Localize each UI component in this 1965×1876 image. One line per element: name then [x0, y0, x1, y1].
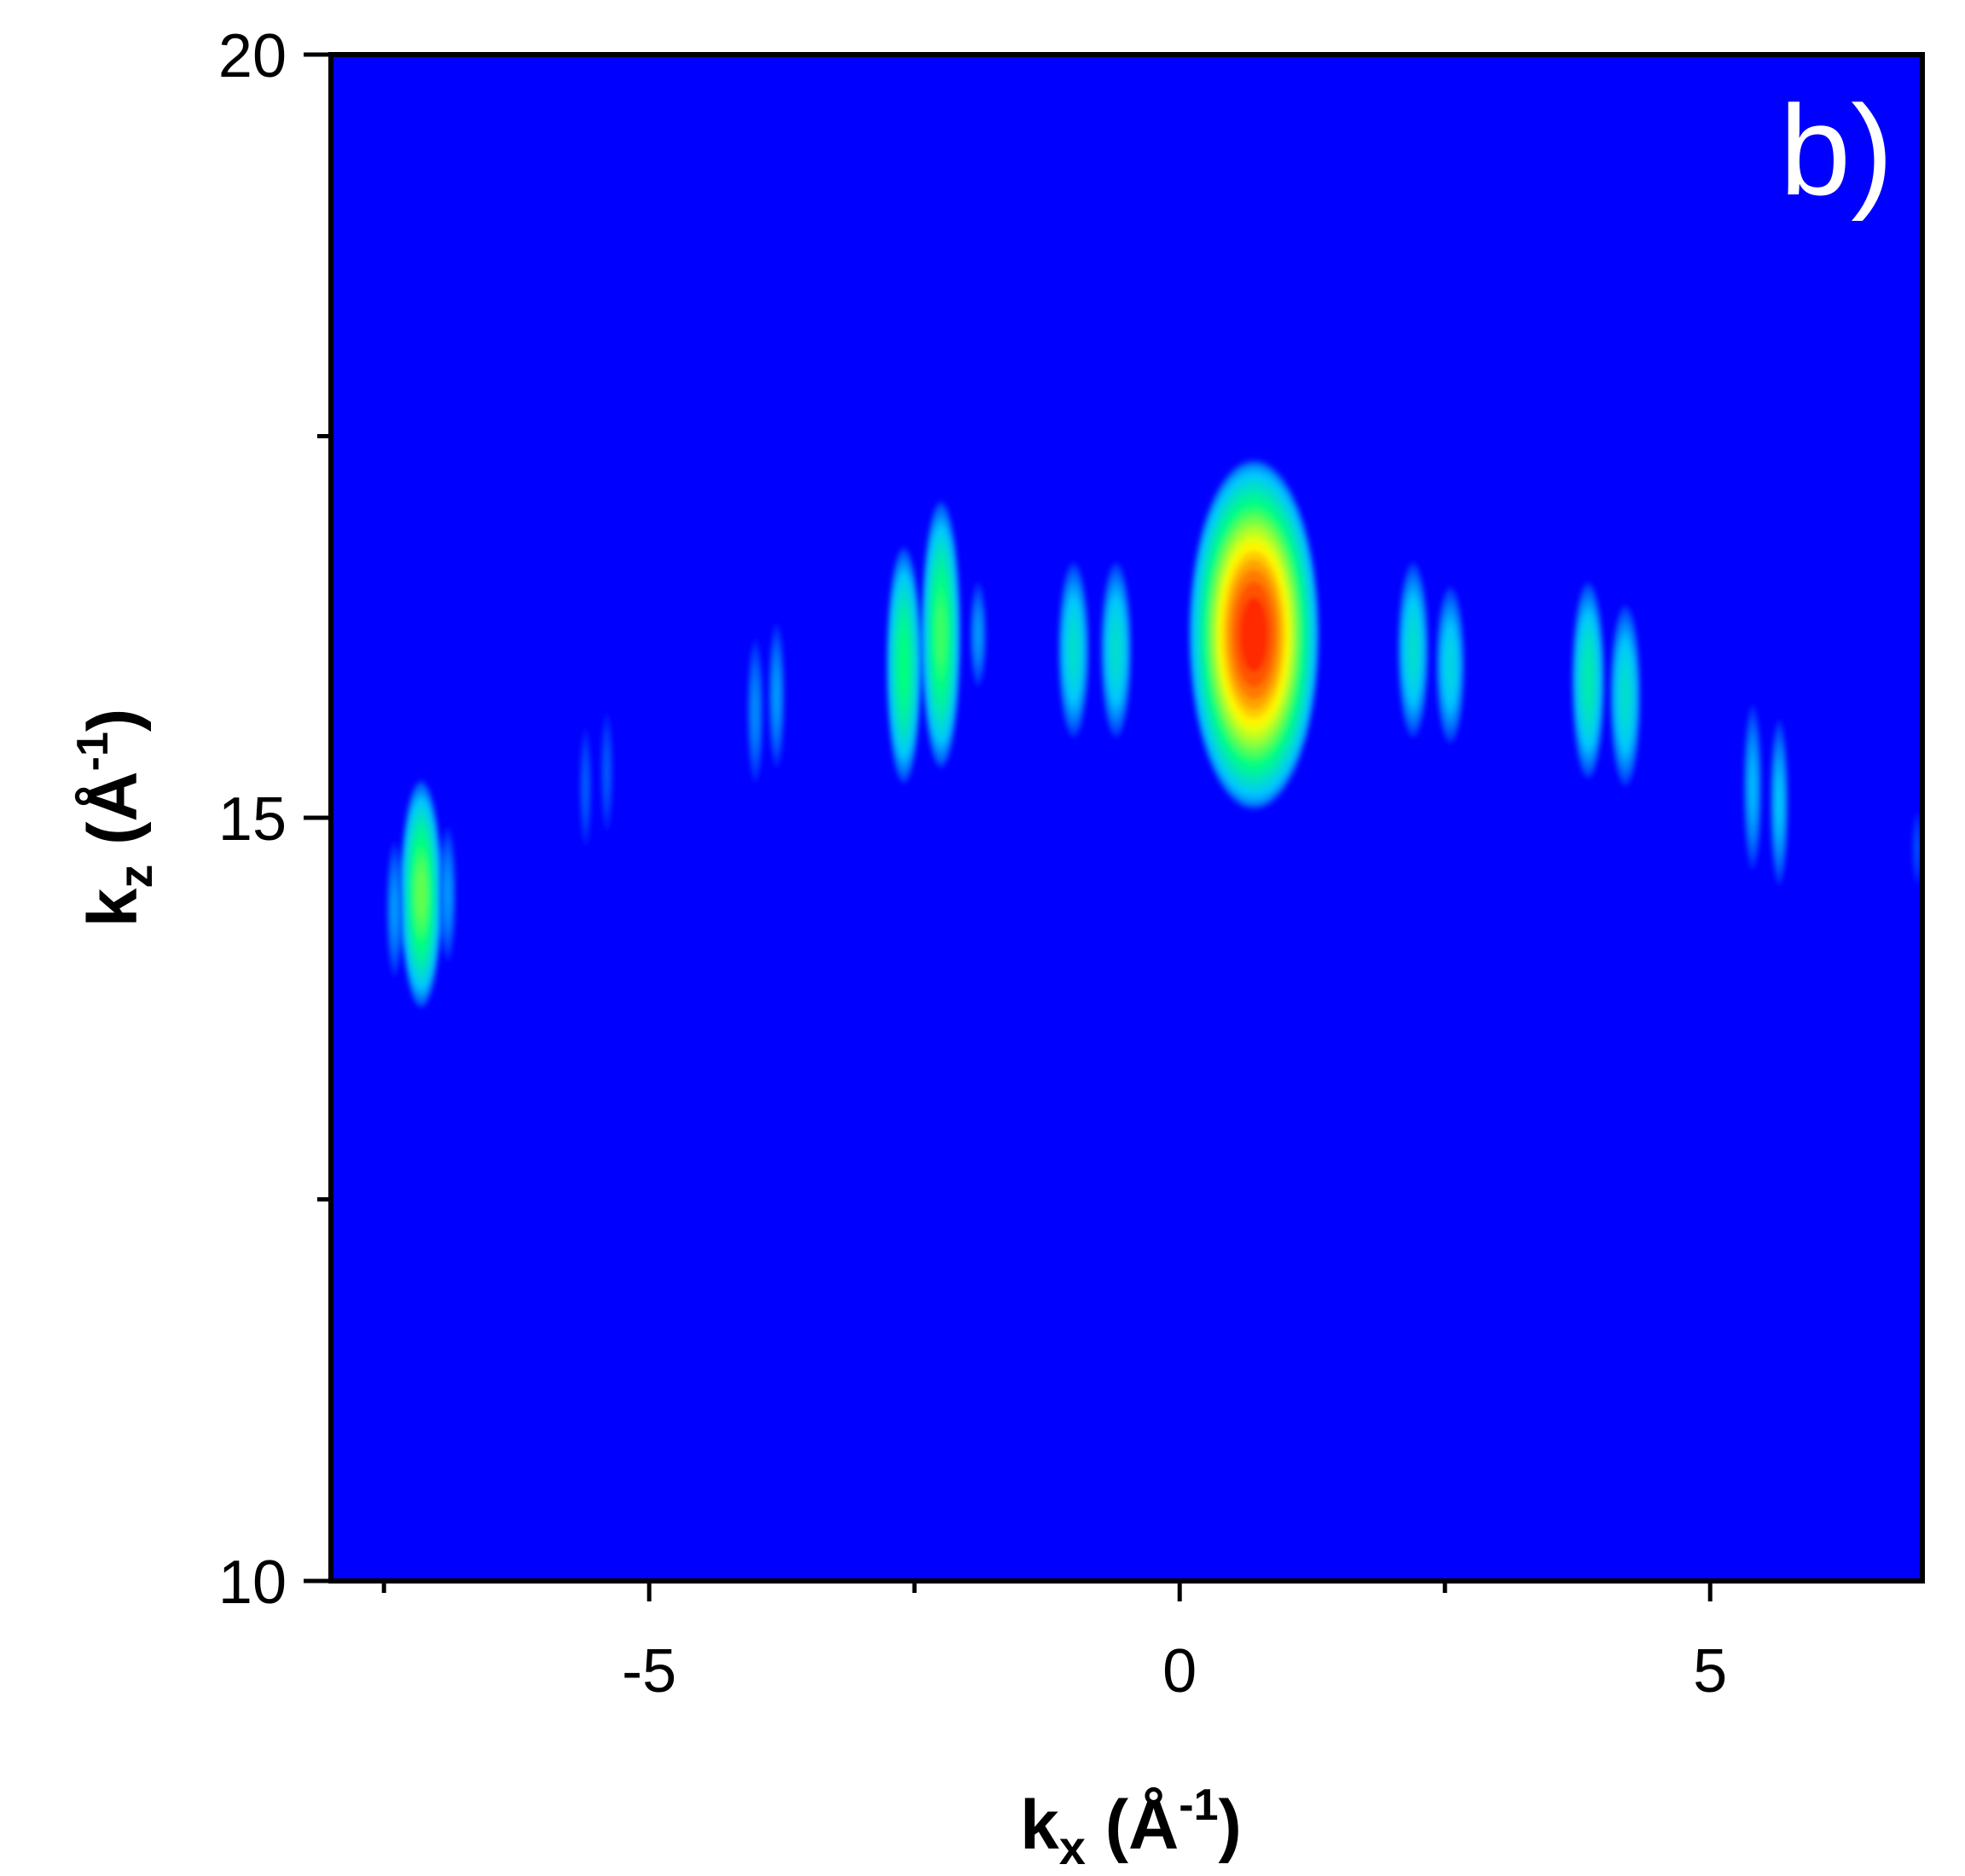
y-tick-label: 15	[218, 785, 287, 854]
peak-6	[1099, 561, 1133, 738]
x-axis-ticks: -5 0 5	[381, 1581, 1727, 1705]
peak-2	[885, 546, 922, 785]
intensity-peaks	[385, 459, 1922, 1009]
peak-15	[1742, 703, 1763, 871]
x-axis-label: kx (Å-1)	[1020, 1780, 1242, 1874]
peak-7	[1397, 561, 1429, 738]
y-axis-ticks: 10 15 20	[218, 22, 331, 1617]
plot-background	[331, 55, 1922, 1581]
peak-11	[746, 637, 764, 785]
peak-10	[1609, 604, 1642, 788]
y-axis-label: kz (Å-1)	[68, 709, 162, 927]
panel-label: b)	[1780, 78, 1893, 222]
peak-14	[600, 710, 613, 833]
peak-9	[1571, 581, 1606, 780]
peak-19	[438, 825, 456, 964]
y-tick-label: 20	[218, 22, 287, 90]
peak-12	[768, 622, 785, 769]
peak-1	[1188, 459, 1320, 811]
x-tick-label: -5	[622, 1637, 676, 1705]
x-tick-label: 0	[1162, 1637, 1197, 1705]
y-tick-label: 10	[218, 1549, 287, 1617]
peak-18	[385, 840, 403, 978]
peak-16	[1769, 718, 1789, 887]
x-tick-label: 5	[1693, 1637, 1727, 1705]
peak-4	[969, 581, 987, 688]
peak-3	[920, 500, 961, 769]
peak-5	[1058, 561, 1090, 738]
peak-20	[1911, 810, 1922, 887]
peak-13	[579, 726, 593, 848]
peak-17	[399, 779, 443, 1009]
peak-8	[1435, 585, 1465, 745]
